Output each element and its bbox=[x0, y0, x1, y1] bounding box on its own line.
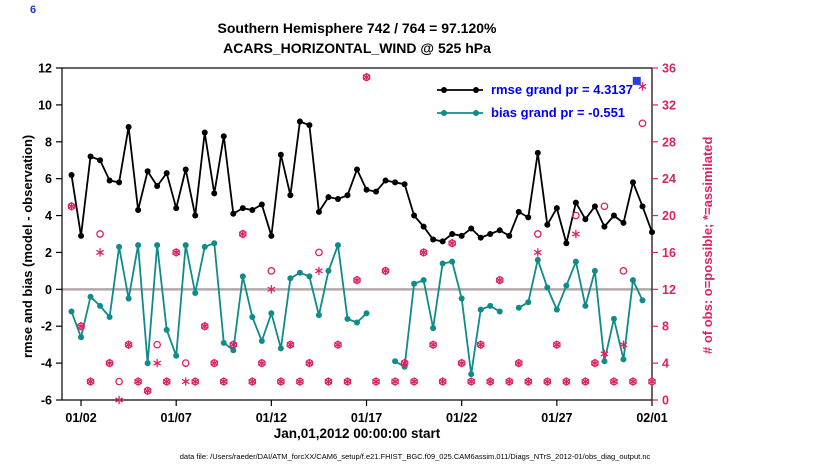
rmse-legend-swatch bbox=[437, 86, 483, 93]
x-axis-label: Jan,01,2012 00:00:00 start bbox=[273, 426, 441, 441]
svg-text:32: 32 bbox=[662, 98, 676, 112]
svg-text:4: 4 bbox=[45, 209, 52, 223]
svg-text:0: 0 bbox=[45, 283, 52, 297]
svg-text:10: 10 bbox=[38, 98, 52, 112]
legend-item-rmse: rmse grand pr = 4.3137 bbox=[437, 78, 633, 101]
bias-series bbox=[68, 240, 646, 378]
svg-text:01/17: 01/17 bbox=[351, 411, 382, 425]
svg-text:01/07: 01/07 bbox=[161, 411, 192, 425]
legend-item-bias: bias grand pr = -0.551 bbox=[437, 101, 633, 124]
svg-text:4: 4 bbox=[662, 357, 669, 371]
svg-text:0: 0 bbox=[662, 394, 669, 408]
y-axis-right-ticks: 0 4 8 12 16 20 24 28 32 36 bbox=[652, 62, 676, 408]
svg-text:6: 6 bbox=[45, 172, 52, 186]
assimilated-series bbox=[67, 73, 656, 405]
data-file-footer: data file: /Users/raeder/DAI/ATM_forcXX/… bbox=[179, 452, 651, 461]
svg-text:8: 8 bbox=[45, 135, 52, 149]
svg-text:-2: -2 bbox=[41, 320, 52, 334]
svg-text:01/02: 01/02 bbox=[65, 411, 96, 425]
svg-text:-4: -4 bbox=[41, 357, 52, 371]
svg-text:02/01: 02/01 bbox=[636, 411, 667, 425]
svg-text:28: 28 bbox=[662, 135, 676, 149]
svg-text:36: 36 bbox=[662, 62, 676, 76]
bias-legend-label: bias grand pr = -0.551 bbox=[491, 105, 626, 120]
svg-text:20: 20 bbox=[662, 209, 676, 223]
chart-legend: rmse grand pr = 4.3137 bias grand pr = -… bbox=[437, 78, 633, 124]
svg-text:24: 24 bbox=[662, 172, 676, 186]
svg-text:01/27: 01/27 bbox=[541, 411, 572, 425]
bias-legend-swatch bbox=[437, 109, 483, 116]
svg-text:8: 8 bbox=[662, 320, 669, 334]
x-axis-ticks: 01/02 01/07 01/12 01/17 01/22 01/27 02/01 bbox=[65, 400, 668, 425]
chart-title-line1: Southern Hemisphere 742 / 764 = 97.120% bbox=[217, 20, 497, 36]
svg-text:16: 16 bbox=[662, 246, 676, 260]
rmse-legend-label: rmse grand pr = 4.3137 bbox=[491, 82, 633, 97]
svg-text:2: 2 bbox=[45, 246, 52, 260]
svg-text:01/12: 01/12 bbox=[256, 411, 287, 425]
y-axis-left-ticks: -6 -4 -2 0 2 4 6 8 10 12 bbox=[38, 62, 62, 408]
blue-square-marker bbox=[632, 76, 641, 85]
chart-title-line2: ACARS_HORIZONTAL_WIND @ 525 hPa bbox=[223, 40, 491, 56]
svg-text:12: 12 bbox=[38, 62, 52, 76]
rmse-series bbox=[68, 118, 655, 247]
svg-text:12: 12 bbox=[662, 283, 676, 297]
svg-text:01/22: 01/22 bbox=[446, 411, 477, 425]
svg-text:-6: -6 bbox=[41, 394, 52, 408]
corner-mark: 6 bbox=[30, 4, 37, 16]
